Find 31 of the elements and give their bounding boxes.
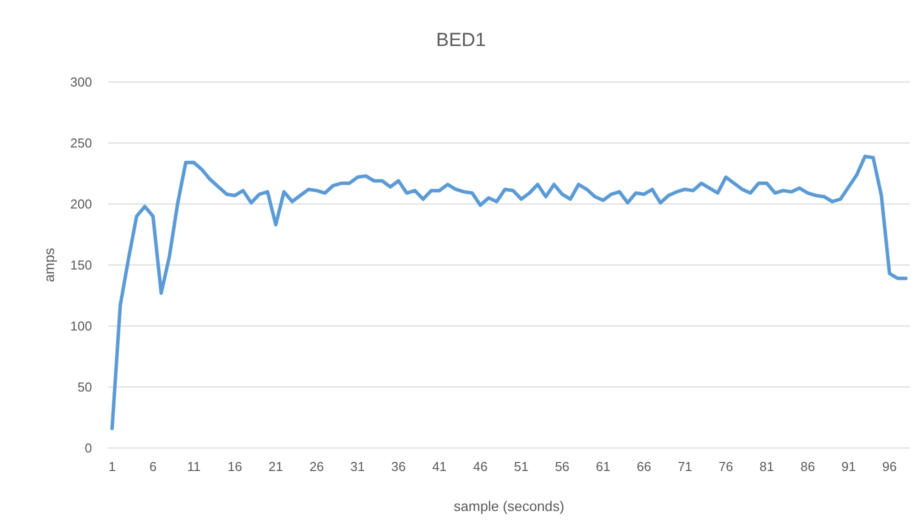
x-tick-label: 91 — [841, 459, 856, 474]
x-tick-label: 71 — [678, 459, 692, 474]
x-tick-label: 61 — [596, 459, 610, 474]
x-tick-label: 56 — [554, 459, 570, 474]
chart-title: BED1 — [436, 30, 486, 51]
y-tick-label: 300 — [70, 74, 92, 90]
x-tick-label: 51 — [514, 459, 529, 474]
x-tick-label: 66 — [636, 459, 652, 474]
x-axis-title: sample (seconds) — [454, 498, 564, 514]
y-tick-label: 150 — [70, 258, 92, 273]
y-axis-title: amps — [41, 248, 57, 282]
y-tick-label: 0 — [84, 440, 92, 456]
x-tick-label: 11 — [187, 459, 201, 474]
y-tick-label: 250 — [70, 136, 92, 151]
x-tick-label: 31 — [350, 459, 365, 474]
x-tick-label: 26 — [309, 459, 324, 474]
x-tick-label: 86 — [800, 459, 815, 474]
x-tick-label: 81 — [760, 459, 774, 474]
x-tick-label: 1 — [108, 459, 116, 474]
x-tick-label: 16 — [228, 459, 242, 474]
x-tick-label: 46 — [473, 459, 488, 474]
x-tick-label: 6 — [149, 459, 157, 474]
line-series — [110, 154, 908, 430]
y-tick-label: 50 — [78, 380, 92, 395]
y-tick-label: 100 — [70, 318, 92, 334]
x-tick-label: 76 — [718, 459, 734, 474]
x-tick-label: 41 — [432, 459, 447, 474]
x-tick-label: 96 — [882, 459, 897, 474]
x-tick-label: 36 — [391, 459, 406, 474]
x-tick-label: 21 — [268, 459, 283, 474]
y-tick-label: 200 — [70, 196, 92, 212]
